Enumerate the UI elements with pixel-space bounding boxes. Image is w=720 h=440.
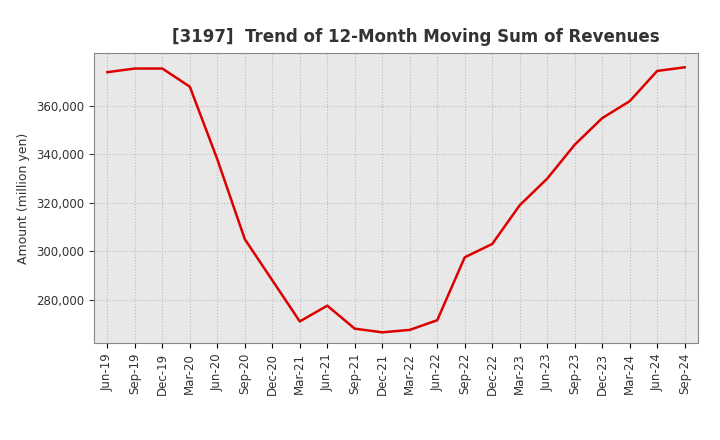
Y-axis label: Amount (million yen): Amount (million yen) [17,132,30,264]
Text: [3197]  Trend of 12-Month Moving Sum of Revenues: [3197] Trend of 12-Month Moving Sum of R… [172,28,660,46]
